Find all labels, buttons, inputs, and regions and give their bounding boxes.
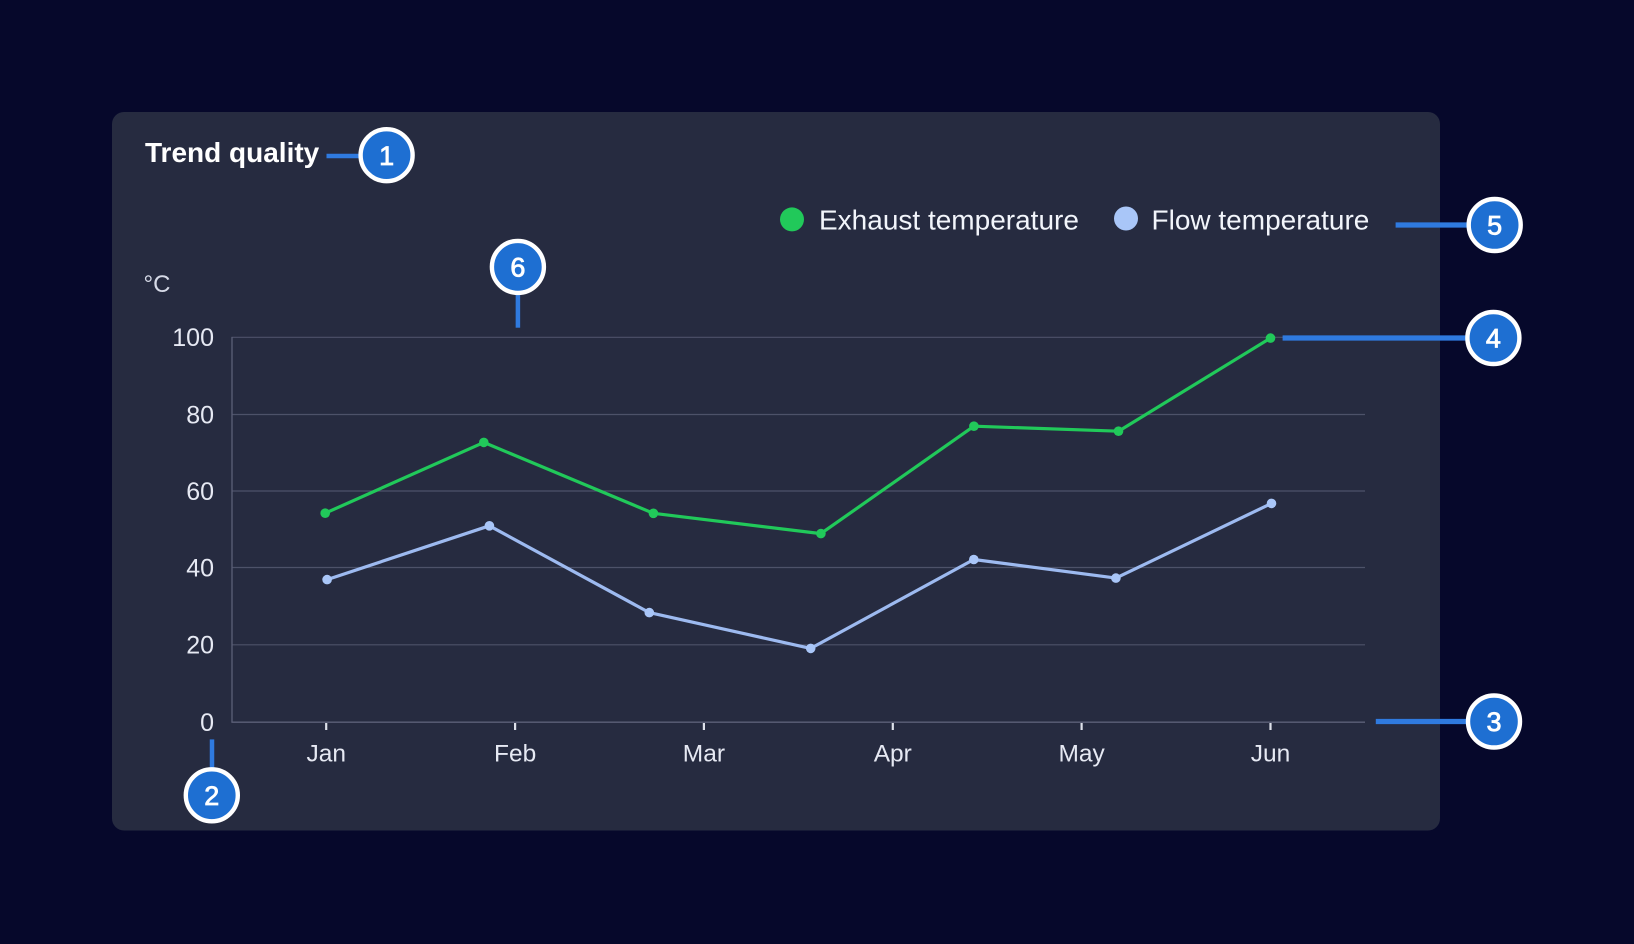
svg-text:100: 100: [172, 324, 214, 352]
svg-text:40: 40: [186, 554, 214, 582]
svg-text:Jun: Jun: [1251, 741, 1291, 768]
svg-text:80: 80: [186, 401, 214, 429]
svg-text:Trend quality: Trend quality: [145, 137, 320, 168]
svg-text:20: 20: [186, 632, 214, 660]
svg-text:1: 1: [379, 141, 394, 171]
svg-text:Flow temperature: Flow temperature: [1152, 205, 1370, 236]
svg-text:Exhaust temperature: Exhaust temperature: [819, 205, 1079, 236]
svg-text:Jan: Jan: [306, 740, 346, 767]
svg-text:Feb: Feb: [494, 741, 536, 768]
svg-text:60: 60: [186, 478, 214, 506]
svg-text:5: 5: [1487, 211, 1502, 241]
svg-text:3: 3: [1486, 707, 1501, 737]
svg-text:May: May: [1058, 741, 1105, 768]
svg-text:Mar: Mar: [683, 741, 725, 768]
svg-text:Apr: Apr: [874, 741, 912, 768]
svg-text:°C: °C: [144, 271, 171, 298]
svg-text:4: 4: [1486, 324, 1501, 354]
svg-text:0: 0: [200, 709, 214, 737]
svg-text:2: 2: [204, 781, 219, 811]
svg-text:6: 6: [510, 253, 525, 283]
